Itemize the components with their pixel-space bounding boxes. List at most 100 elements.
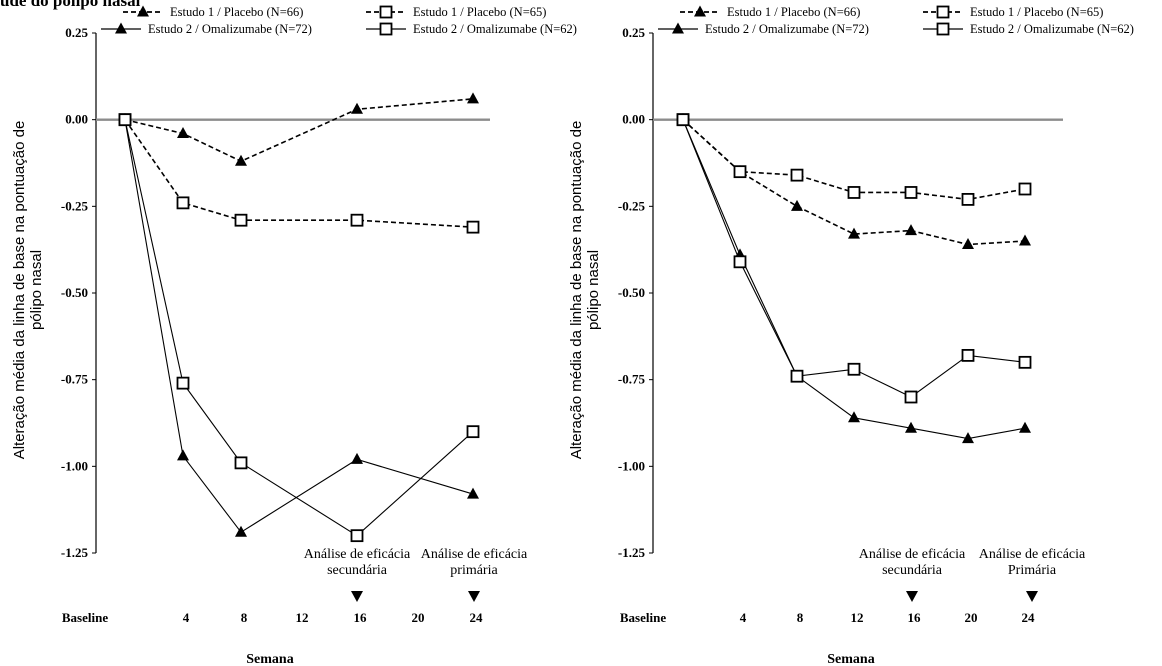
series-line (124, 98, 474, 163)
legend-label: Estudo 1 / Placebo (N=66) (727, 5, 860, 19)
series-4 (676, 113, 1032, 404)
series-line (124, 119, 474, 537)
x-tick-label: 4 (740, 610, 747, 625)
data-point (234, 456, 248, 470)
data-point (904, 390, 918, 404)
x-tick-label: 12 (851, 610, 864, 625)
legend-marker (672, 22, 684, 34)
annotation-line: Análise de eficácia (859, 547, 966, 562)
data-point (234, 213, 248, 227)
legend-entry: Estudo 1 / Placebo (N=65) (366, 5, 546, 19)
x-tick-label: 24 (1022, 610, 1036, 625)
x-tick-label: 24 (470, 610, 484, 625)
y-axis-label-line: pólipo nasal (28, 250, 45, 330)
efficacy-analysis-annotation: Análise de eficácia secundária (859, 547, 966, 578)
chart-panel-2: 0.25 0.00 -0.25 -0.50 -0.75 -1.00 -1.25 Alteraç… (568, 5, 1134, 666)
chart-panel-1: 0.25 0.00 -0.25 -0.50 -0.75 -1.00 -1.25 Alteraç… (11, 5, 577, 666)
x-tick-label: 16 (354, 610, 368, 625)
series-2 (119, 113, 479, 537)
series-1 (119, 92, 479, 166)
annotation-arrow (468, 591, 480, 602)
x-tick-label: 16 (908, 610, 922, 625)
y-axis-label-line: Alteração média da linha de base na pont… (568, 121, 585, 460)
series-1 (677, 113, 1031, 249)
data-point (962, 432, 974, 444)
data-point (790, 369, 804, 383)
data-point (350, 213, 364, 227)
y-axis-label: Alteração média da linha de base na pont… (568, 121, 602, 460)
data-point (467, 92, 479, 104)
annotation-line: Análise de eficácia (421, 547, 528, 562)
annotation-arrow (351, 591, 363, 602)
y-tick-label: -0.75 (618, 372, 646, 387)
series-line (124, 119, 474, 533)
y-tick-label: -1.25 (61, 545, 89, 560)
legend-entry: Estudo 1 / Placebo (N=66) (680, 5, 860, 19)
data-point (235, 154, 247, 166)
legend-label: Estudo 1 / Placebo (N=65) (970, 5, 1103, 19)
legend-label: Estudo 2 / Omalizumabe (N=72) (148, 22, 312, 36)
annotation-line: Análise de eficácia (304, 547, 411, 562)
x-tick-label: Baseline (62, 610, 108, 625)
legend-entry: Estudo 2 / Omalizumabe (N=72) (101, 22, 312, 36)
x-tick-label: 4 (183, 610, 190, 625)
x-tick-label: 12 (296, 610, 309, 625)
y-tick-label: -1.25 (618, 545, 646, 560)
legend-marker (379, 22, 393, 36)
efficacy-analysis-annotation: Análise de eficácia Primária (979, 547, 1086, 578)
legend-entry: Estudo 1 / Placebo (N=65) (923, 5, 1103, 19)
data-point (905, 224, 917, 236)
legend-label: Estudo 1 / Placebo (N=66) (170, 5, 303, 19)
y-tick-label: -0.75 (61, 372, 89, 387)
y-tick-label: -0.25 (618, 198, 646, 213)
y-axis-label-line: pólipo nasal (585, 250, 602, 330)
data-point (848, 411, 860, 423)
data-point (848, 227, 860, 239)
data-point (962, 237, 974, 249)
data-point (733, 165, 747, 179)
data-point (676, 113, 690, 127)
data-point (118, 113, 132, 127)
annotation-line: secundária (882, 563, 943, 578)
data-point (905, 421, 917, 433)
legend-label: Estudo 2 / Omalizumabe (N=62) (970, 22, 1134, 36)
legend-entry: Estudo 2 / Omalizumabe (N=62) (366, 22, 577, 36)
y-tick-label: 0.25 (65, 25, 88, 40)
data-point (961, 348, 975, 362)
y-tick-label: -0.50 (61, 285, 88, 300)
data-point (1019, 234, 1031, 246)
legend-marker (115, 22, 127, 34)
series-line (682, 119, 1026, 246)
data-point (350, 529, 364, 543)
x-tick-label: 8 (241, 610, 248, 625)
x-axis-label: Semana (827, 652, 874, 666)
data-point (961, 192, 975, 206)
data-point (235, 525, 247, 537)
data-point (177, 127, 189, 139)
legend-marker (137, 5, 149, 17)
efficacy-analysis-annotation: Análise de eficácia secundária (304, 547, 411, 578)
legend-marker (936, 5, 950, 19)
data-point (467, 487, 479, 499)
x-axis-label: Semana (246, 652, 293, 666)
legend-marker (936, 22, 950, 36)
data-point (904, 186, 918, 199)
data-point (791, 199, 803, 211)
series-2 (677, 113, 1031, 444)
series-3 (676, 113, 1032, 206)
data-point (847, 186, 861, 199)
legend-entry: Estudo 2 / Omalizumabe (N=62) (923, 22, 1134, 36)
y-axis-label-line: Alteração média da linha de base na pont… (11, 121, 28, 460)
y-tick-label: 0.00 (65, 112, 88, 127)
y-tick-label: -0.50 (618, 285, 645, 300)
annotation-line: primária (450, 563, 498, 578)
legend-marker (379, 5, 393, 19)
data-point (466, 425, 480, 439)
annotation-line: Análise de eficácia (979, 547, 1086, 562)
x-tick-label: 20 (965, 610, 978, 625)
annotation-arrow (1026, 591, 1038, 602)
data-point (733, 255, 747, 269)
y-tick-label: 0.25 (622, 25, 645, 40)
data-point (1018, 355, 1032, 369)
